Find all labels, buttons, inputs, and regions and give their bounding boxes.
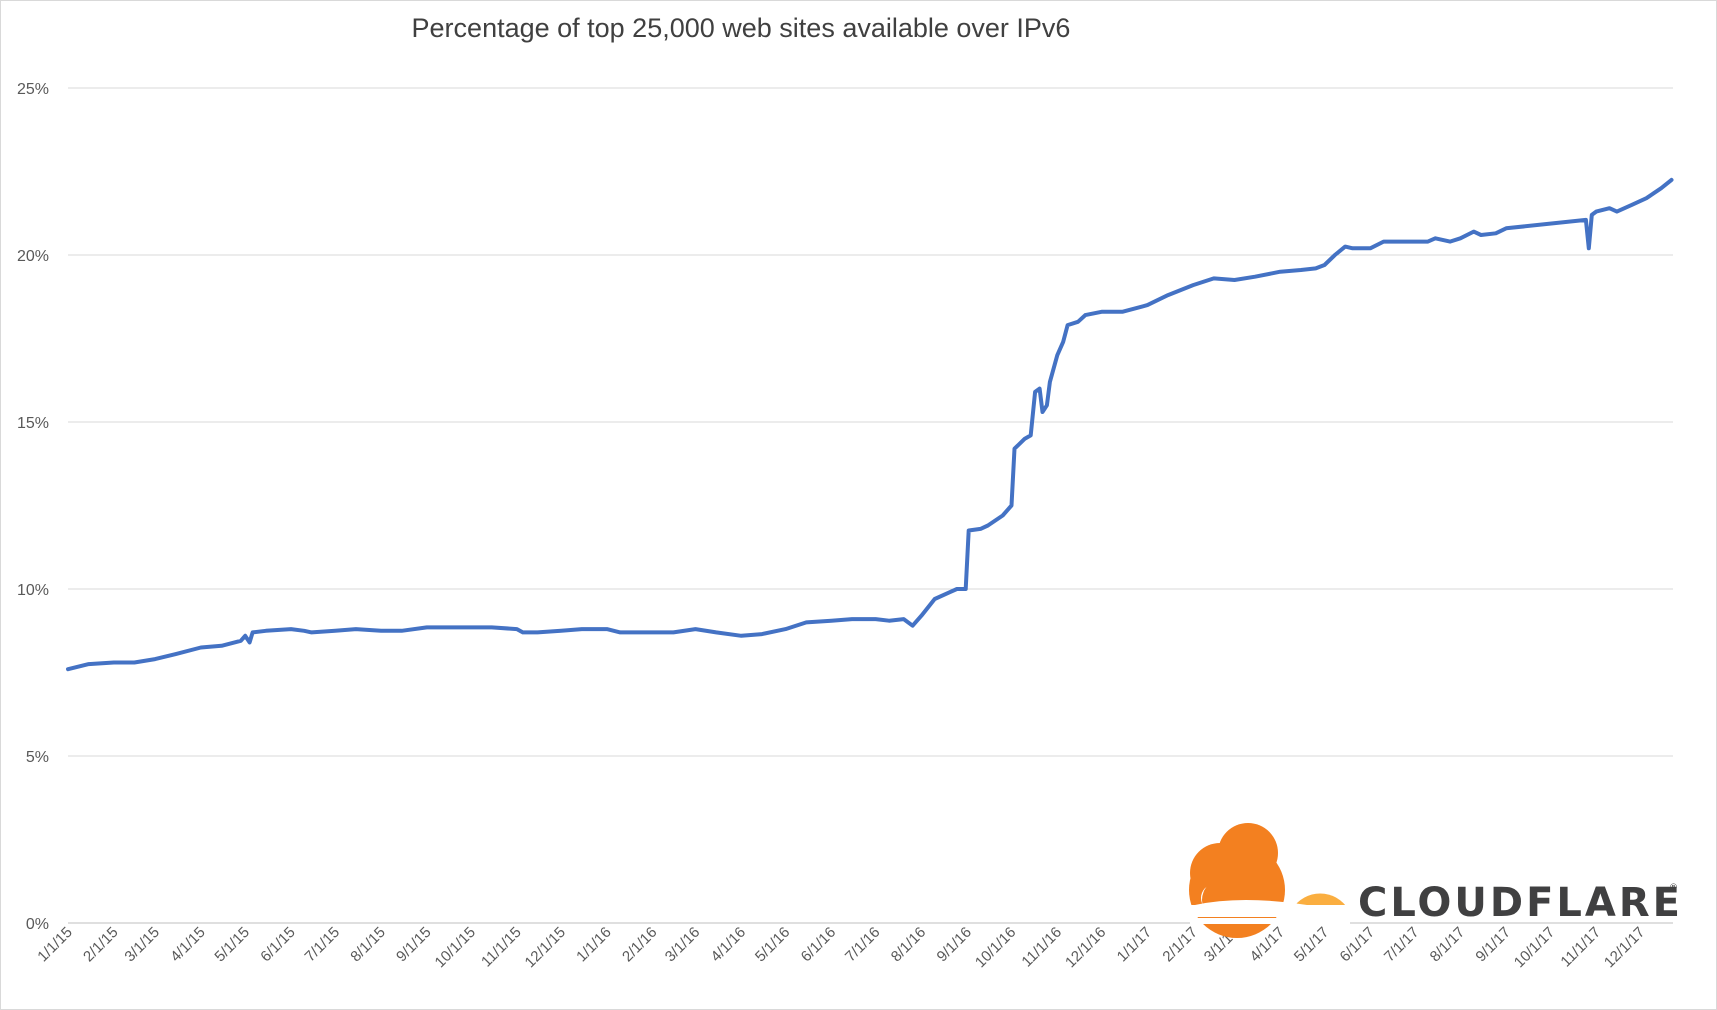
y-tick-label: 20% [17, 248, 49, 265]
x-tick-label: 1/1/17 [1114, 924, 1156, 966]
x-tick-label: 7/1/15 [302, 924, 344, 966]
x-tick-label: 12/1/16 [1062, 924, 1109, 971]
x-tick-label: 5/1/16 [752, 924, 794, 966]
y-tick-label: 25% [17, 81, 49, 98]
x-tick-label: 10/1/15 [432, 924, 479, 971]
x-tick-label: 12/1/17 [1601, 924, 1648, 971]
x-tick-label: 5/1/15 [211, 924, 253, 966]
x-tick-label: 8/1/15 [347, 924, 389, 966]
x-tick-label: 4/1/16 [708, 924, 750, 966]
series-line-0 [66, 177, 1674, 672]
x-tick-label: 5/1/17 [1291, 924, 1333, 966]
x-tick-label: 11/1/15 [478, 924, 525, 971]
y-tick-label: 0% [26, 916, 49, 933]
x-tick-label: 6/1/16 [798, 924, 840, 966]
x-tick-label: 2/1/17 [1159, 924, 1201, 966]
cloudflare-logo: CLOUDFLARE ® [1189, 823, 1683, 938]
x-tick-label: 9/1/15 [393, 924, 435, 966]
data-series [66, 177, 1674, 672]
x-tick-label: 11/1/17 [1557, 924, 1604, 971]
cloud-cut-line-2 [1190, 918, 1350, 924]
cloudflare-wordmark: CLOUDFLARE [1358, 880, 1683, 926]
x-tick-label: 6/1/15 [257, 924, 299, 966]
x-tick-label: 7/1/16 [842, 924, 884, 966]
x-tick-label: 9/1/16 [934, 924, 976, 966]
x-tick-label: 2/1/15 [80, 924, 122, 966]
y-tick-label: 5% [26, 749, 49, 766]
cloud-swoosh-cut [1195, 900, 1307, 911]
gridlines [68, 87, 1673, 924]
x-tick-label: 10/1/16 [972, 924, 1019, 971]
x-tick-label: 7/1/17 [1381, 924, 1423, 966]
cloud-cut-line-1 [1190, 905, 1350, 913]
chart-title: Percentage of top 25,000 web sites avail… [412, 13, 1071, 43]
y-tick-label: 10% [17, 582, 49, 599]
x-tick-label: 10/1/17 [1511, 924, 1558, 971]
x-tick-labels: 1/1/15 2/1/15 3/1/15 4/1/15 5/1/15 6/1/15 7/1/… [34, 924, 1648, 971]
x-tick-label: 11/1/16 [1018, 924, 1065, 971]
y-tick-labels: 0% 5% 10% 15% 20% 25% [17, 81, 49, 933]
y-tick-label: 15% [17, 415, 49, 432]
x-tick-label: 8/1/16 [888, 924, 930, 966]
x-tick-label: 3/1/16 [662, 924, 704, 966]
x-tick-label: 3/1/15 [121, 924, 163, 966]
x-tick-label: 6/1/17 [1337, 924, 1379, 966]
x-tick-label: 2/1/16 [619, 924, 661, 966]
cloudflare-cloud-icon [1189, 823, 1350, 938]
registered-mark: ® [1669, 883, 1678, 893]
x-tick-label: 1/1/16 [573, 924, 615, 966]
x-tick-label: 4/1/15 [167, 924, 209, 966]
x-tick-label: 12/1/15 [522, 924, 569, 971]
x-tick-label: 9/1/17 [1472, 924, 1514, 966]
x-tick-label: 8/1/17 [1427, 924, 1469, 966]
